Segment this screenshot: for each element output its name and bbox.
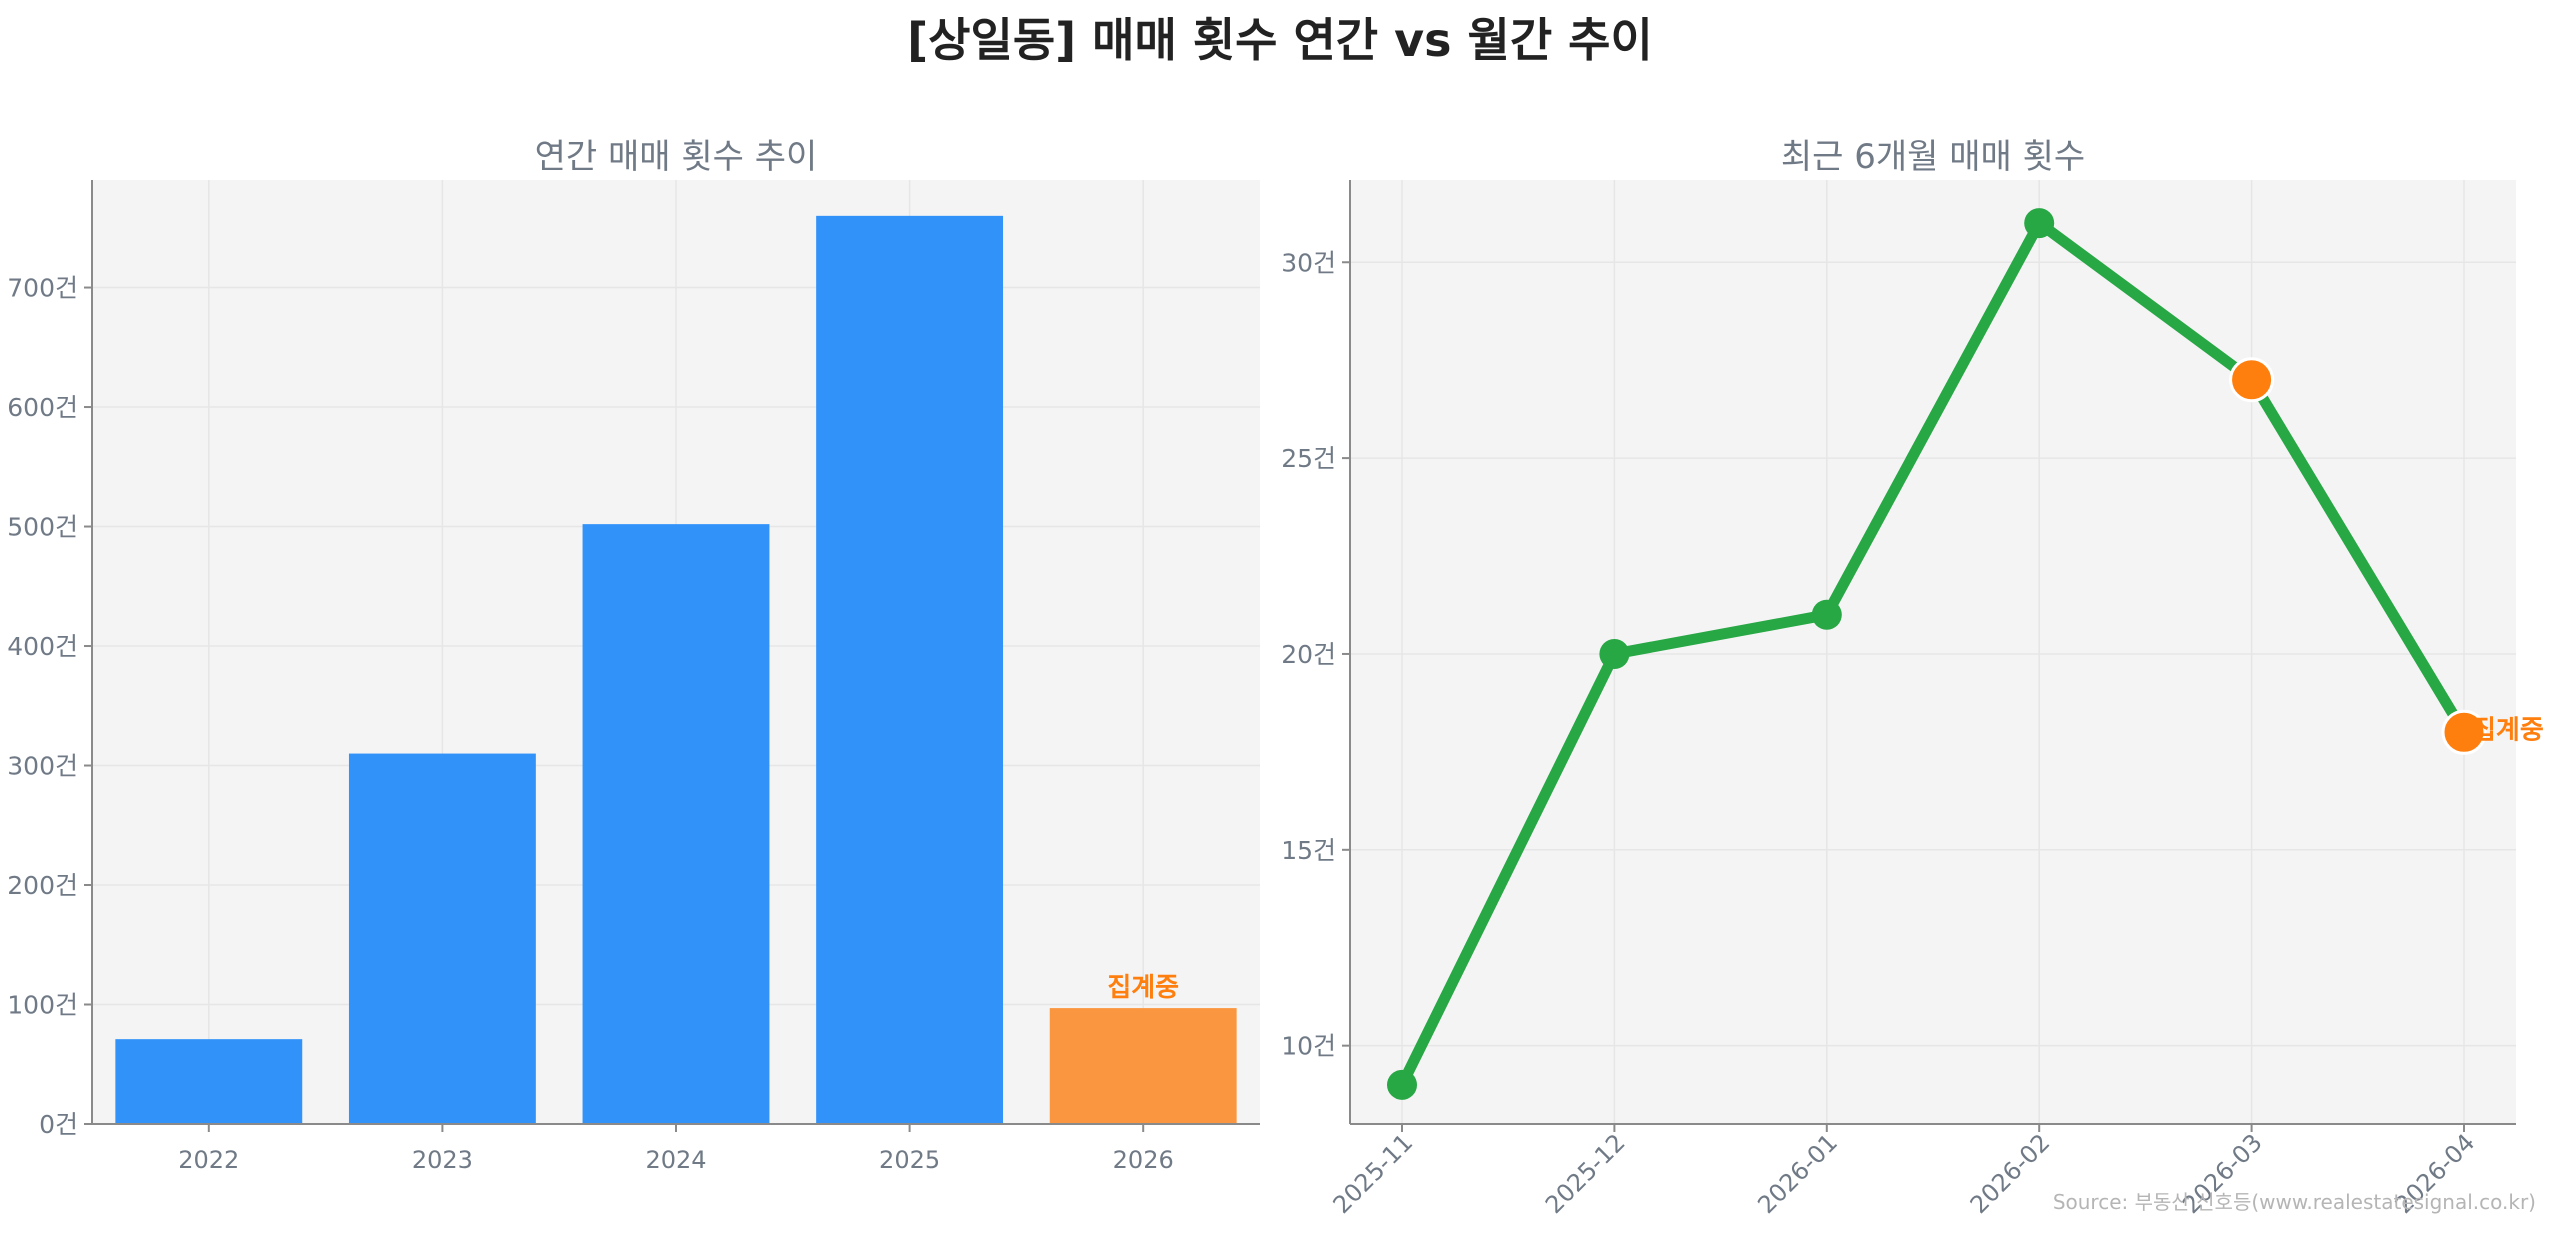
annotation-in-progress: 집계중 xyxy=(1107,973,1179,1003)
source-note: Source: 부동산 신호등(www.realestatesignal.co.… xyxy=(2052,1190,2536,1214)
tick-label-x: 2025-12 xyxy=(1540,1128,1631,1219)
tick-label-y: 15건 xyxy=(1281,836,1336,865)
tick-label-y: 200건 xyxy=(7,871,78,900)
tick-label-y: 10건 xyxy=(1281,1032,1336,1061)
data-point-2025-11 xyxy=(1387,1069,1417,1100)
tick-label-y: 600건 xyxy=(7,393,78,422)
tick-label-x: 2026-01 xyxy=(1752,1128,1843,1219)
tick-label-y: 300건 xyxy=(7,752,78,781)
highlight-point-2026-04 xyxy=(2441,709,2487,755)
plot-area-monthly xyxy=(1350,180,2516,1124)
tick-label-y: 500건 xyxy=(7,513,78,542)
annotation-in-progress: 집계중 xyxy=(2472,715,2544,745)
tick-label-x: 2026 xyxy=(1113,1146,1174,1174)
tick-label-y: 0건 xyxy=(39,1110,78,1139)
tick-label-y: 25건 xyxy=(1281,444,1336,473)
tick-label-y: 700건 xyxy=(7,274,78,303)
tick-label-y: 100건 xyxy=(7,991,78,1020)
chart-title-monthly: 최근 6개월 매매 횟수 xyxy=(1781,137,2085,177)
tick-label-x: 2022 xyxy=(178,1146,239,1174)
bar-2025 xyxy=(816,215,1004,1125)
data-point-2026-01 xyxy=(1811,599,1842,630)
tick-label-x: 2025-11 xyxy=(1328,1128,1419,1219)
figure-title: [상일동] 매매 횟수 연간 vs 월간 추이 xyxy=(907,13,1653,67)
tick-label-y: 30건 xyxy=(1281,248,1336,277)
tick-label-x: 2023 xyxy=(412,1146,473,1174)
chart-title-annual: 연간 매매 횟수 추이 xyxy=(535,137,818,177)
bar-2026 xyxy=(1049,1008,1237,1124)
tick-label-x: 2024 xyxy=(645,1146,706,1174)
tick-label-y: 20건 xyxy=(1281,640,1336,669)
tick-label-x: 2026-02 xyxy=(1965,1128,2056,1219)
bar-2022 xyxy=(115,1039,303,1124)
tick-label-x: 2025 xyxy=(879,1146,940,1174)
tick-label-y: 400건 xyxy=(7,632,78,661)
data-point-2025-12 xyxy=(1599,638,1630,669)
bar-2024 xyxy=(582,524,770,1124)
bar-2023 xyxy=(348,753,536,1124)
data-point-2026-02 xyxy=(2024,208,2055,239)
highlight-point-2026-03 xyxy=(2229,357,2275,403)
series-line-monthly xyxy=(1396,217,2470,1091)
